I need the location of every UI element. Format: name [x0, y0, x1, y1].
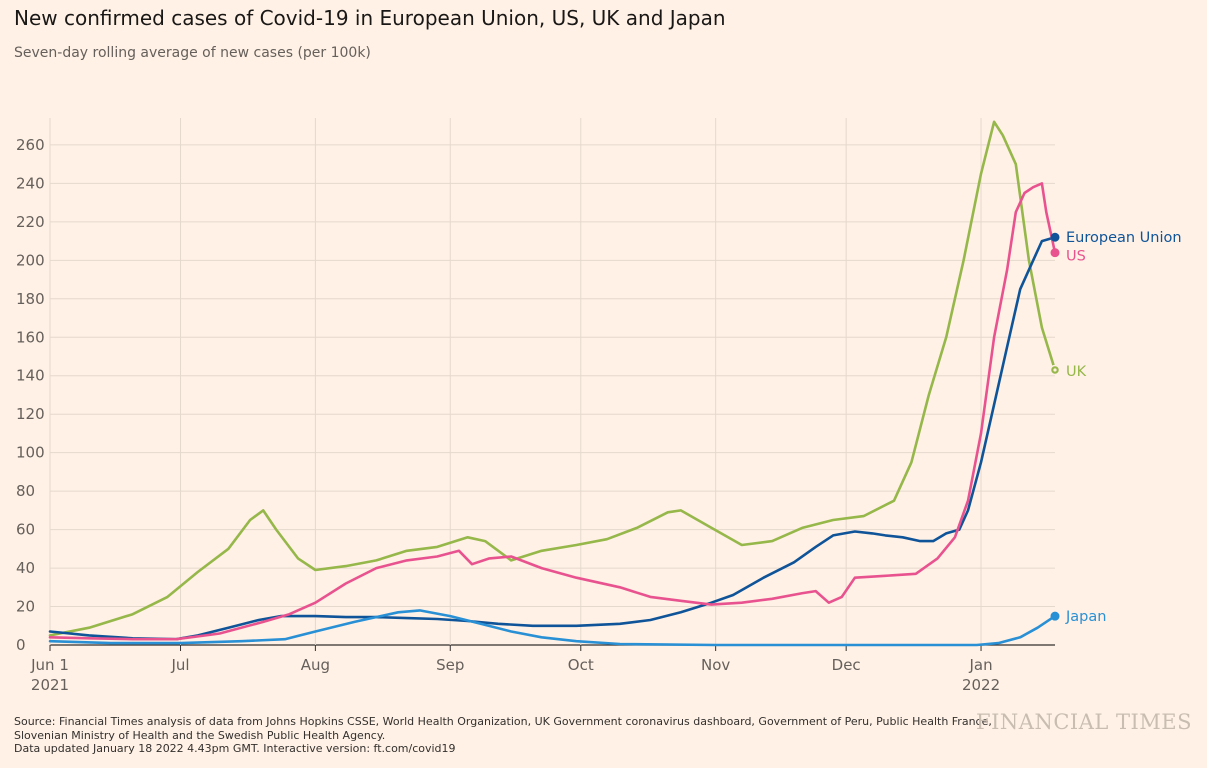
- series-line-us: [48, 182, 1057, 641]
- end-marker-japan: [1050, 611, 1060, 621]
- x-tick-year-label: 2022: [962, 676, 1000, 694]
- series-lines: [48, 120, 1057, 647]
- source-line-1: Source: Financial Times analysis of data…: [14, 715, 992, 728]
- x-tick-label: Jun 1: [30, 656, 69, 674]
- y-tick-label: 180: [16, 290, 45, 308]
- x-tick-label: Aug: [301, 656, 330, 674]
- y-tick-label: 240: [16, 174, 45, 192]
- end-marker-european-union: [1050, 232, 1060, 242]
- y-tick-label: 100: [16, 444, 45, 462]
- series-line-japan: [48, 609, 1057, 647]
- series-line-european-union: [48, 235, 1057, 641]
- y-tick-label: 200: [16, 251, 45, 269]
- y-tick-label: 0: [16, 636, 26, 654]
- end-marker-center-uk: [1053, 368, 1057, 372]
- gridlines: [49, 118, 1055, 651]
- x-axis-ticks: Jun 1 2021 Jul Aug Sep Oct Nov Dec Jan 2022: [30, 656, 1000, 694]
- y-tick-label: 40: [16, 559, 35, 577]
- series-labels: European Union US UK Japan: [1065, 230, 1182, 625]
- x-tick-label: Jan: [968, 656, 992, 674]
- source-line-2: Slovenian Ministry of Health and the Swe…: [14, 728, 386, 742]
- series-line-uk: [48, 120, 1057, 637]
- source-line-3: Data updated January 18 2022 4.43pm GMT.…: [14, 742, 456, 755]
- y-tick-label: 220: [16, 213, 45, 231]
- series-label-european-union: European Union: [1066, 230, 1182, 246]
- y-tick-label: 160: [16, 328, 45, 346]
- series-label-japan: Japan: [1065, 609, 1106, 625]
- x-tick-label: Sep: [436, 656, 464, 674]
- y-tick-label: 20: [16, 598, 35, 616]
- series-label-uk: UK: [1066, 364, 1087, 380]
- y-tick-label: 140: [16, 367, 45, 385]
- x-tick-label: Oct: [568, 656, 594, 674]
- series-end-markers: [1049, 232, 1061, 621]
- y-tick-label: 120: [16, 405, 45, 423]
- chart-subtitle: Seven-day rolling average of new cases (…: [14, 45, 371, 61]
- end-marker-us: [1050, 248, 1060, 258]
- source-note: Source: Financial Times analysis of data…: [14, 715, 992, 756]
- y-tick-label: 60: [16, 521, 35, 539]
- y-axis-ticks: 0 20 40 60 80 100 120 140 160 180 200 220 240 260: [16, 136, 45, 654]
- x-tick-label: Nov: [701, 656, 730, 674]
- y-tick-label: 80: [16, 482, 35, 500]
- chart-title: New confirmed cases of Covid-19 in Europ…: [14, 6, 726, 30]
- y-tick-label: 260: [16, 136, 45, 154]
- series-label-us: US: [1066, 249, 1086, 265]
- financial-times-logo: FINANCIAL TIMES: [976, 710, 1192, 734]
- x-tick-label: Jul: [170, 656, 189, 674]
- x-tick-label: Dec: [832, 656, 861, 674]
- x-tick-year-label: 2021: [31, 676, 69, 694]
